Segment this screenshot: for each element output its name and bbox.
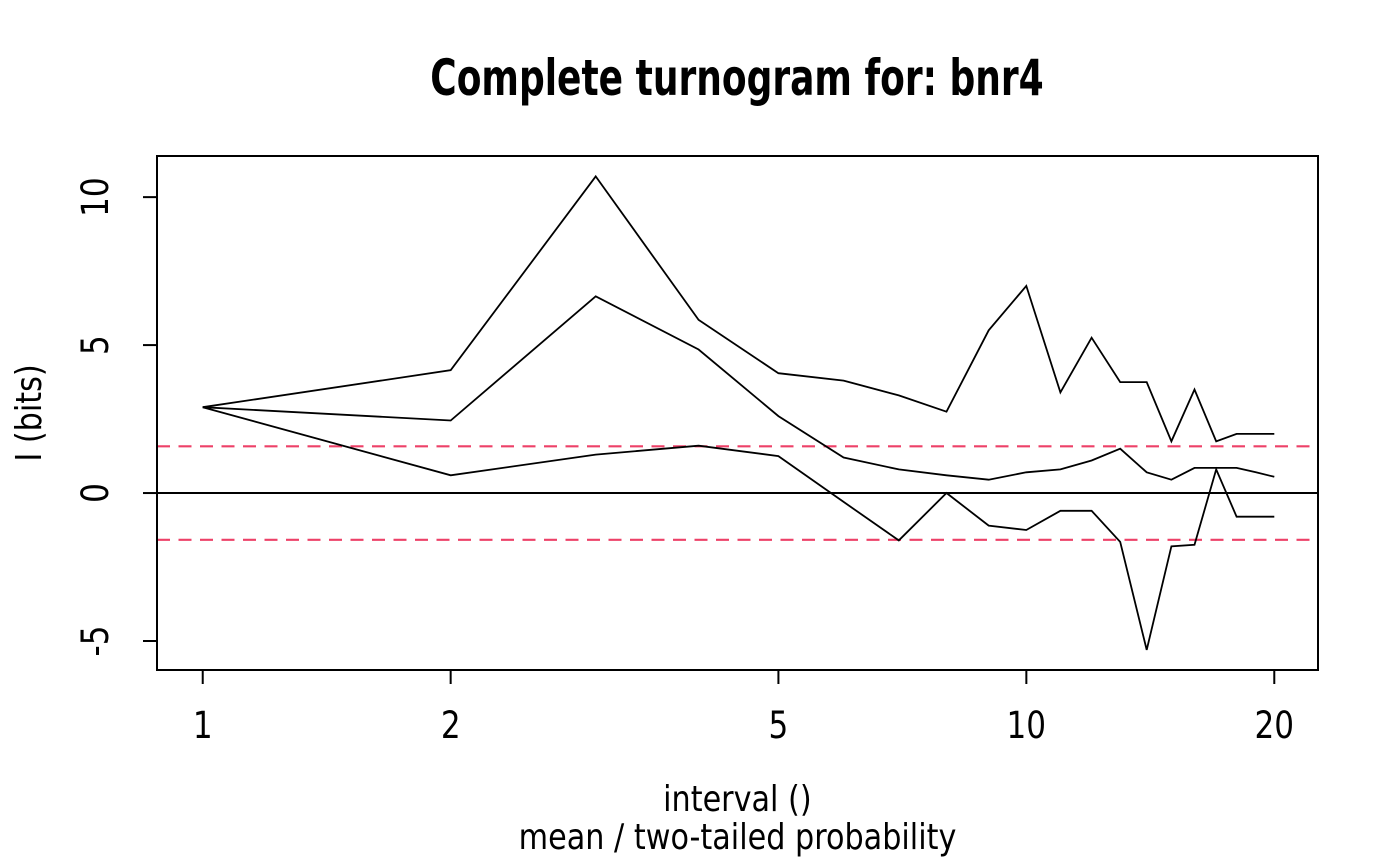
x-tick-label: 5 bbox=[769, 704, 789, 747]
y-axis-label: I (bits) bbox=[0, 156, 60, 670]
plot-box bbox=[156, 155, 1319, 671]
chart-title: Complete turnogram for: bnr4 bbox=[157, 53, 1318, 103]
series-line-mean bbox=[202, 295, 1275, 481]
y-tick-label: 5 bbox=[74, 335, 117, 355]
y-tick-label: 10 bbox=[74, 177, 117, 217]
y-tick-label: 0 bbox=[74, 483, 117, 503]
y-tick-label: -5 bbox=[74, 626, 117, 657]
x-tick-label: 1 bbox=[193, 704, 213, 747]
x-axis-sublabel: mean / two-tailed probability bbox=[157, 820, 1318, 856]
x-tick-label: 20 bbox=[1255, 704, 1295, 747]
y-axis-label-text: I (bits) bbox=[9, 364, 50, 462]
x-axis-label-text: interval () bbox=[663, 779, 812, 820]
x-axis-sublabel-text: mean / two-tailed probability bbox=[518, 817, 957, 858]
x-tick-label: 2 bbox=[441, 704, 461, 747]
x-axis-label: interval () bbox=[157, 782, 1318, 818]
series-line-max bbox=[202, 174, 1275, 444]
chart-title-text: Complete turnogram for: bnr4 bbox=[430, 49, 1045, 107]
series-line-min bbox=[202, 406, 1275, 651]
x-tick-label: 10 bbox=[1007, 704, 1047, 747]
